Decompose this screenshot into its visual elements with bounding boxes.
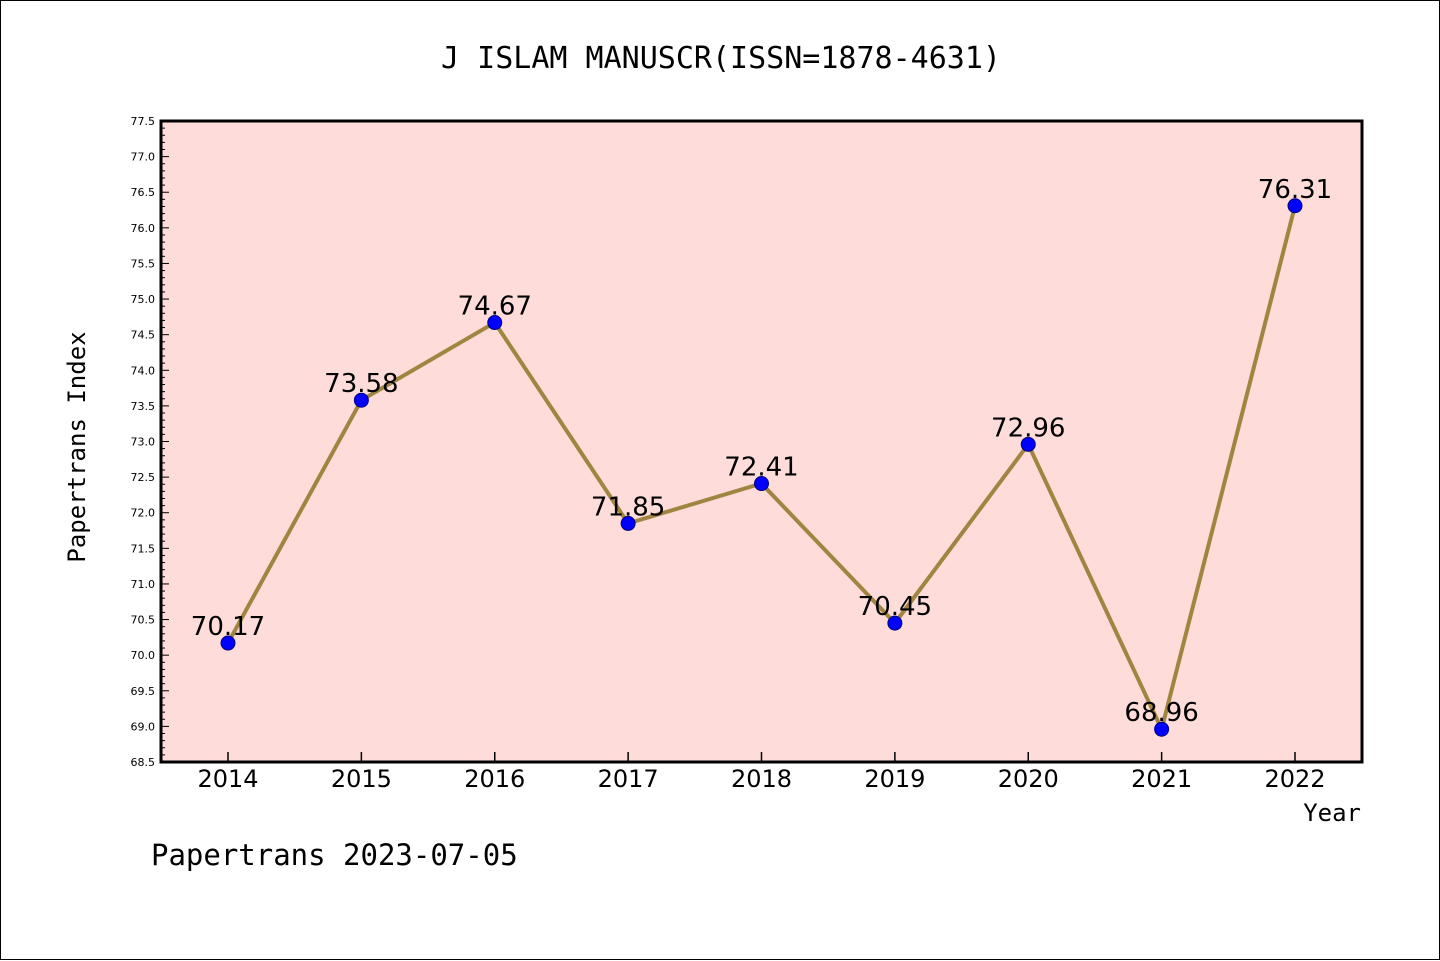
y-tick-label: 75.5 [131,257,156,270]
y-tick-label: 71.0 [131,578,156,591]
y-tick-label: 69.5 [131,685,156,698]
y-tick-label: 70.0 [131,649,156,662]
x-tick-label: 2016 [464,765,525,793]
x-tick-label: 2017 [598,765,659,793]
data-point [1020,436,1036,452]
footer-date: Papertrans 2023-07-05 [151,838,518,872]
data-point [1287,198,1303,214]
data-point [487,315,503,331]
y-tick-label: 74.0 [131,364,156,377]
data-point [1154,721,1170,737]
plot-area [159,119,1364,764]
data-point [754,476,769,492]
y-axis-label: Papertrans Index [63,331,91,562]
y-tick-label: 77.0 [131,151,156,164]
data-point [353,392,369,408]
x-tick-label: 2018 [731,765,792,793]
x-axis: 2014 2015 2016 2017 2018 2019 2020 2021 2022 [197,752,1326,793]
y-tick-label: 68.5 [131,756,156,769]
x-tick-label: 2021 [1131,765,1192,793]
series-line-group: 70.1773.5874.6771.8572.4170.4572.9668.96… [191,175,1332,737]
y-tick-label: 72.0 [131,507,156,520]
x-tick-label: 2019 [864,765,925,793]
y-tick-label: 74.5 [131,329,156,342]
y-tick-label: 70.5 [131,614,156,627]
data-point [220,635,236,651]
x-tick-label: 2022 [1264,765,1325,793]
data-point [887,615,903,631]
y-tick-label: 73.5 [131,400,156,413]
x-axis-label: Year [1303,799,1361,827]
y-tick-label: 73.0 [131,436,156,449]
y-tick-label: 71.5 [131,542,156,555]
x-tick-label: 2015 [331,765,392,793]
y-tick-label: 76.0 [131,222,156,235]
y-axis: 68.5 69.0 69.5 70.0 70.5 71.0 71.5 72.0 72.5 73.0… [131,115,169,769]
y-tick-label: 77.5 [131,115,156,128]
y-tick-label: 76.5 [131,186,156,199]
data-point [620,515,636,531]
y-tick-label: 69.0 [131,720,156,733]
y-tick-label: 72.5 [131,471,156,484]
x-tick-label: 2020 [998,765,1059,793]
chart-title: J ISLAM MANUSCR(ISSN=1878-4631) [441,41,1001,76]
y-tick-label: 75.0 [131,293,156,306]
x-tick-label: 2014 [197,765,258,793]
